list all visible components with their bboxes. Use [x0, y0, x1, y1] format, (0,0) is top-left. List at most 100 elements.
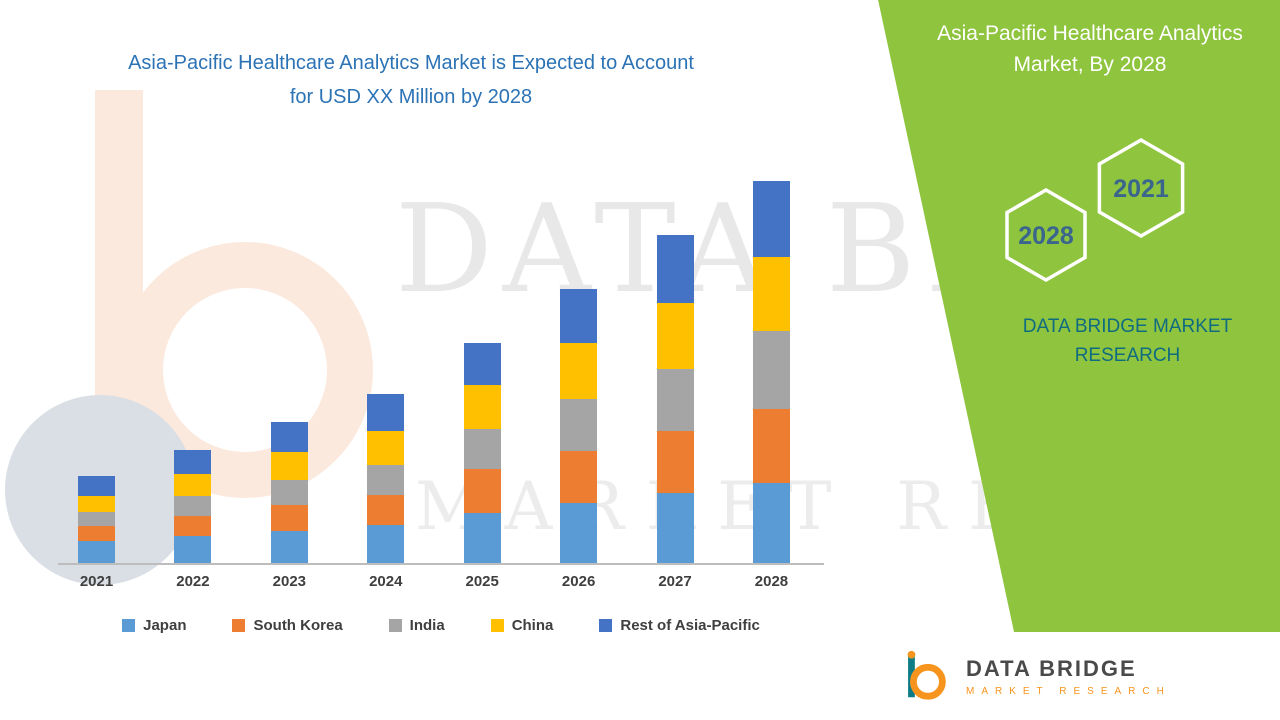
bar-segment-japan [270, 531, 308, 563]
side-panel-title: Asia-Pacific Healthcare Analytics Market… [930, 18, 1250, 80]
bar-segment-china [656, 303, 694, 369]
bar-segment-rest-of-asia-pacific [752, 181, 790, 257]
chart-legend: Japan South Korea India China Rest of Asia-P… [58, 617, 824, 634]
bar-segment-rest-of-asia-pacific [463, 343, 501, 385]
bar-segment-japan [367, 525, 405, 563]
bar-segment-rest-of-asia-pacific [270, 422, 308, 452]
data-bridge-logo-icon [907, 650, 946, 700]
bar-column-2021: 2021 [78, 165, 115, 590]
bar-segment-japan [174, 536, 212, 563]
bar-segment-china [270, 452, 308, 480]
bar-segment-india [656, 369, 694, 431]
bar-segment-rest-of-asia-pacific [656, 235, 694, 303]
bar-segment-japan [78, 541, 115, 563]
stacked-bar-2024 [367, 394, 405, 563]
stacked-bar-2022 [174, 450, 212, 563]
bar-segment-india [174, 496, 212, 516]
bar-segment-india [463, 429, 501, 469]
legend-swatch-icon [388, 619, 402, 632]
bar-column-2026: 2026 [560, 165, 598, 590]
bar-segment-rest-of-asia-pacific [78, 476, 115, 496]
bar-segment-japan [752, 483, 790, 563]
legend-swatch-icon [232, 619, 246, 632]
stacked-bar-2026 [560, 289, 598, 563]
legend-label: Rest of Asia-Pacific [620, 617, 760, 634]
bar-segment-south-korea [78, 526, 115, 541]
bar-segment-rest-of-asia-pacific [174, 450, 212, 474]
legend-label: India [409, 617, 445, 634]
brand-text-line1: DATA BRIDGE MARKET [1022, 316, 1233, 337]
x-axis-label-2024: 2024 [369, 573, 403, 590]
legend-item-japan: Japan [122, 617, 186, 634]
x-axis-label-2025: 2025 [465, 573, 499, 590]
stacked-bar-2025 [463, 343, 501, 563]
legend-item-india: India [388, 617, 445, 634]
hexagon-2021: 2021 [1097, 137, 1185, 239]
legend-item-south-korea: South Korea [232, 617, 343, 634]
legend-label: South Korea [253, 617, 343, 634]
legend-label: Japan [143, 617, 187, 634]
legend-swatch-icon [490, 619, 504, 632]
hexagon-2028: 2028 [1005, 187, 1087, 283]
hexagon-year-2021: 2021 [1113, 175, 1169, 203]
hexagon-year-badges: 2021 2028 [1005, 137, 1185, 283]
bar-segment-india [78, 512, 115, 526]
footer-logo-subtitle: MARKET RESEARCH [966, 685, 1171, 697]
bar-segment-south-korea [367, 495, 405, 525]
bar-segment-india [270, 480, 308, 505]
stacked-bar-2027 [656, 235, 694, 563]
bar-segment-rest-of-asia-pacific [367, 394, 405, 431]
legend-label: China [511, 617, 554, 634]
x-axis-label-2027: 2027 [658, 573, 692, 590]
bar-segment-japan [463, 513, 501, 563]
hexagon-year-2028: 2028 [1018, 222, 1074, 250]
side-panel-brand-text: DATA BRIDGE MARKET RESEARCH [1000, 312, 1255, 370]
bar-segment-china [752, 257, 790, 331]
stacked-bar-2028 [752, 181, 790, 563]
bar-segment-china [174, 474, 212, 496]
legend-swatch-icon [122, 619, 136, 632]
x-axis-label-2026: 2026 [561, 573, 596, 590]
stacked-bar-2021 [78, 476, 115, 563]
x-axis-label-2023: 2023 [272, 573, 307, 590]
bar-segment-india [560, 399, 598, 451]
bar-segment-south-korea [656, 431, 694, 493]
footer-logo-text: DATA BRIDGE MARKET RESEARCH [966, 656, 1171, 697]
bar-segment-south-korea [174, 516, 212, 536]
footer-logo-box: DATA BRIDGE MARKET RESEARCH [868, 632, 1280, 720]
bar-column-2028: 2028 [752, 165, 790, 590]
bar-segment-south-korea [560, 451, 598, 503]
bar-segment-china [560, 343, 598, 399]
bar-segment-japan [560, 503, 598, 563]
bar-segment-south-korea [752, 409, 790, 483]
bar-segment-india [752, 331, 790, 409]
x-axis-label-2022: 2022 [176, 573, 210, 590]
side-panel-title-line2: Market, By 2028 [1013, 53, 1167, 76]
bar-segment-india [367, 465, 405, 495]
bar-segment-south-korea [463, 469, 501, 513]
bar-column-2027: 2027 [656, 165, 694, 590]
bar-column-2024: 2024 [367, 165, 405, 590]
bar-segment-south-korea [270, 505, 308, 531]
x-axis-label-2021: 2021 [79, 573, 114, 590]
bar-column-2023: 2023 [270, 165, 308, 590]
bar-segment-japan [656, 493, 694, 563]
x-axis-label-2028: 2028 [754, 573, 789, 590]
legend-item-china: China [490, 617, 554, 634]
chart-title-line1: Asia-Pacific Healthcare Analytics Market… [128, 52, 694, 74]
legend-item-rest-of-asia-pacific: Rest of Asia-Pacific [599, 617, 760, 634]
legend-swatch-icon [599, 619, 613, 632]
stacked-bar-2023 [270, 422, 308, 563]
brand-text-line2: RESEARCH [1074, 345, 1181, 366]
footer-logo-name: DATA BRIDGE [966, 655, 1137, 681]
bar-segment-china [78, 496, 115, 512]
chart-title-line2: for USD XX Million by 2028 [289, 86, 533, 108]
bar-column-2022: 2022 [174, 165, 212, 590]
side-panel-title-line1: Asia-Pacific Healthcare Analytics [937, 22, 1243, 45]
chart-title: Asia-Pacific Healthcare Analytics Market… [55, 46, 767, 114]
bar-segment-rest-of-asia-pacific [560, 289, 598, 343]
stacked-bar-chart: 2021 2022 2023 2024 2025 2026 2027 2028 [58, 165, 824, 590]
bar-column-2025: 2025 [463, 165, 501, 590]
bar-segment-china [367, 431, 405, 465]
